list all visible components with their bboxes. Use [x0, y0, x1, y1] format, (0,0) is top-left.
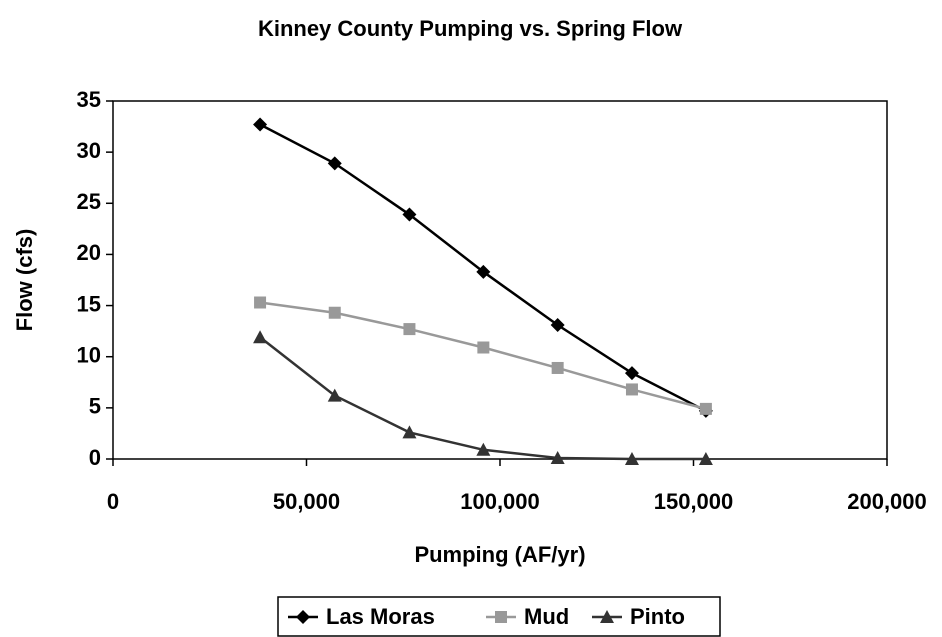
marker: [254, 296, 267, 309]
legend-label: Pinto: [630, 604, 685, 629]
marker: [403, 323, 416, 336]
marker: [699, 402, 712, 415]
marker: [253, 117, 268, 132]
legend-label: Mud: [524, 604, 569, 629]
marker: [477, 341, 490, 354]
x-tick-label: 100,000: [460, 489, 540, 514]
marker: [600, 610, 614, 623]
y-tick-label: 35: [77, 87, 101, 112]
marker: [551, 361, 564, 374]
y-tick-label: 30: [77, 138, 101, 163]
x-tick-label: 150,000: [654, 489, 734, 514]
y-tick-label: 5: [89, 394, 101, 419]
marker: [550, 318, 565, 333]
marker: [624, 366, 639, 381]
chart-title: Kinney County Pumping vs. Spring Flow: [258, 16, 683, 41]
y-tick-label: 25: [77, 189, 101, 214]
marker: [698, 452, 713, 465]
x-axis-label: Pumping (AF/yr): [414, 542, 585, 567]
marker: [495, 611, 507, 623]
marker: [402, 425, 417, 439]
marker: [476, 264, 491, 279]
marker: [253, 330, 268, 344]
x-tick-label: 50,000: [273, 489, 340, 514]
y-tick-label: 10: [77, 343, 101, 368]
x-tick-label: 0: [107, 489, 119, 514]
marker: [327, 156, 342, 171]
marker: [550, 450, 565, 464]
y-axis-label: Flow (cfs): [12, 229, 37, 332]
y-tick-label: 0: [89, 445, 101, 470]
legend-label: Las Moras: [326, 604, 435, 629]
marker: [327, 388, 342, 402]
marker: [625, 383, 638, 396]
marker: [328, 306, 341, 319]
marker: [296, 610, 310, 624]
marker: [402, 207, 417, 222]
y-tick-label: 15: [77, 291, 101, 316]
y-tick-label: 20: [77, 240, 101, 265]
marker: [624, 452, 639, 465]
marker: [476, 442, 491, 456]
x-tick-label: 200,000: [847, 489, 927, 514]
